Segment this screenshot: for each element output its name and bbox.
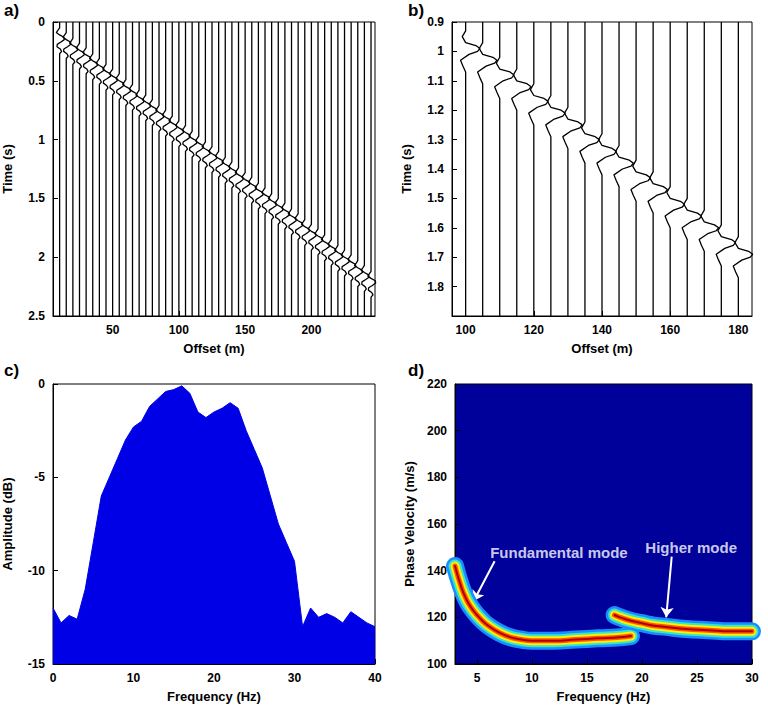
svg-text:1.2: 1.2 xyxy=(427,103,444,117)
svg-text:160: 160 xyxy=(427,517,447,531)
svg-text:40: 40 xyxy=(368,671,382,685)
svg-text:120: 120 xyxy=(524,323,544,337)
svg-text:120: 120 xyxy=(427,610,447,624)
svg-text:Frequency (Hz): Frequency (Hz) xyxy=(557,689,651,704)
svg-text:Phase Velocity (m/s): Phase Velocity (m/s) xyxy=(402,461,417,587)
svg-text:Fundamental mode: Fundamental mode xyxy=(490,544,628,561)
svg-text:-10: -10 xyxy=(28,564,46,578)
svg-text:140: 140 xyxy=(592,323,612,337)
svg-text:1.5: 1.5 xyxy=(28,191,45,205)
svg-text:200: 200 xyxy=(427,424,447,438)
svg-text:0: 0 xyxy=(50,671,57,685)
svg-text:Frequency (Hz): Frequency (Hz) xyxy=(167,689,261,704)
svg-text:140: 140 xyxy=(427,564,447,578)
svg-text:30: 30 xyxy=(288,671,302,685)
svg-text:2.5: 2.5 xyxy=(28,309,45,323)
svg-text:1.4: 1.4 xyxy=(427,162,444,176)
svg-text:10: 10 xyxy=(525,671,539,685)
svg-text:180: 180 xyxy=(427,470,447,484)
svg-text:100: 100 xyxy=(169,323,189,337)
svg-text:Offset (m): Offset (m) xyxy=(183,341,244,356)
svg-text:20: 20 xyxy=(207,671,221,685)
svg-text:0: 0 xyxy=(38,377,45,391)
svg-text:1.3: 1.3 xyxy=(427,133,444,147)
svg-text:25: 25 xyxy=(690,671,704,685)
svg-text:1.6: 1.6 xyxy=(427,221,444,235)
svg-text:d): d) xyxy=(408,361,424,380)
svg-text:220: 220 xyxy=(427,377,447,391)
svg-text:160: 160 xyxy=(660,323,680,337)
svg-text:Time (s): Time (s) xyxy=(399,144,414,194)
svg-text:5: 5 xyxy=(474,671,481,685)
svg-text:0: 0 xyxy=(38,15,45,29)
svg-text:1: 1 xyxy=(38,133,45,147)
svg-text:200: 200 xyxy=(301,323,321,337)
svg-text:1.7: 1.7 xyxy=(427,250,444,264)
svg-text:15: 15 xyxy=(580,671,594,685)
svg-text:180: 180 xyxy=(728,323,748,337)
svg-text:b): b) xyxy=(408,1,424,20)
svg-text:Higher mode: Higher mode xyxy=(645,539,737,556)
svg-text:50: 50 xyxy=(106,323,120,337)
svg-text:100: 100 xyxy=(427,657,447,671)
svg-text:a): a) xyxy=(4,1,19,20)
svg-text:Offset (m): Offset (m) xyxy=(571,341,632,356)
svg-text:10: 10 xyxy=(127,671,141,685)
svg-text:c): c) xyxy=(4,361,19,380)
svg-text:-5: -5 xyxy=(34,470,45,484)
svg-text:2: 2 xyxy=(38,250,45,264)
svg-text:-15: -15 xyxy=(28,657,46,671)
svg-text:Time (s): Time (s) xyxy=(0,144,15,194)
svg-text:100: 100 xyxy=(456,323,476,337)
svg-text:150: 150 xyxy=(235,323,255,337)
svg-text:0.9: 0.9 xyxy=(427,15,444,29)
svg-text:1.5: 1.5 xyxy=(427,191,444,205)
svg-text:1: 1 xyxy=(437,44,444,58)
svg-text:20: 20 xyxy=(635,671,649,685)
svg-text:0.5: 0.5 xyxy=(28,74,45,88)
svg-text:Amplitude (dB): Amplitude (dB) xyxy=(0,477,15,570)
svg-text:30: 30 xyxy=(745,671,759,685)
svg-text:1.8: 1.8 xyxy=(427,280,444,294)
svg-text:1.1: 1.1 xyxy=(427,74,444,88)
